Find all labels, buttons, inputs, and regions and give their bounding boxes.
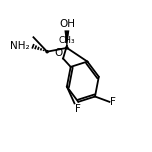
Polygon shape bbox=[45, 51, 47, 52]
Polygon shape bbox=[31, 44, 35, 49]
Polygon shape bbox=[34, 45, 37, 50]
Text: O: O bbox=[54, 48, 62, 58]
Polygon shape bbox=[40, 48, 42, 51]
Circle shape bbox=[46, 51, 48, 53]
Text: CH₃: CH₃ bbox=[59, 36, 75, 45]
Text: F: F bbox=[75, 104, 81, 114]
Polygon shape bbox=[37, 47, 40, 50]
Text: NH₂: NH₂ bbox=[10, 41, 30, 51]
Circle shape bbox=[66, 47, 68, 49]
Text: F: F bbox=[110, 97, 116, 107]
Text: OH: OH bbox=[59, 19, 75, 29]
Polygon shape bbox=[64, 30, 69, 48]
Polygon shape bbox=[43, 49, 45, 51]
